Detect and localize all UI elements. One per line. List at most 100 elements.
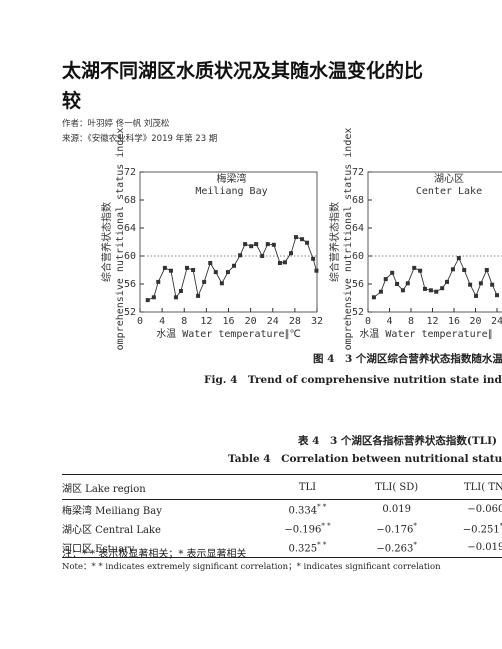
data-point	[478, 281, 483, 286]
cell-value: −0.263	[376, 543, 414, 555]
data-point	[293, 235, 298, 240]
data-point	[232, 263, 237, 268]
data-point	[208, 261, 213, 265]
data-point	[145, 298, 150, 303]
data-point	[277, 261, 282, 265]
header-cell: 湖区 Lake region	[62, 474, 262, 500]
data-point	[490, 282, 495, 287]
cell-value: 湖心区 Central Lake	[62, 525, 161, 536]
significance: * *	[317, 540, 327, 549]
data-point	[418, 268, 423, 273]
note-cn: 注：* * 表示极显著相关；* 表示显著相关	[62, 549, 247, 560]
y-tick-label: 72	[124, 167, 136, 178]
data-point	[371, 295, 376, 300]
data-point	[468, 282, 473, 287]
x-tick-label: 0	[137, 316, 143, 327]
x-axis-label: 水温 Water temperature∥℃	[156, 328, 301, 340]
x-tick-label: 8	[181, 316, 187, 327]
data-point	[219, 281, 224, 286]
y-axis-label-cn: 综合营养状态指数	[328, 202, 341, 282]
data-point	[260, 254, 265, 258]
data-point	[243, 242, 248, 247]
data-point	[173, 295, 178, 300]
data-point	[405, 281, 410, 286]
table-row: 湖心区 Central Lake −0.196* * −0.176* −0.251* …	[62, 519, 502, 538]
data-point	[162, 265, 167, 270]
significance: * *	[317, 502, 327, 511]
data-point	[238, 253, 243, 258]
x-tick-label: 12	[426, 316, 438, 327]
data-point	[440, 286, 445, 291]
significance: *	[413, 521, 417, 530]
data-point	[196, 293, 201, 298]
data-point	[462, 268, 467, 272]
y-tick-label: 72	[352, 167, 364, 178]
data-point	[151, 295, 156, 300]
data-point	[378, 289, 383, 294]
data-point	[225, 270, 230, 275]
data-point	[484, 268, 489, 272]
y-tick-label: 68	[352, 195, 364, 206]
x-axis-label: 水温 Water temperature∥	[359, 328, 492, 340]
table-cell: 湖心区 Central Lake	[62, 519, 261, 538]
table-cell: 0.325* *	[261, 538, 353, 558]
note-en: Note：* * indicates extremely significant…	[62, 562, 441, 572]
data-point	[178, 289, 183, 293]
x-tick-label: 20	[469, 316, 481, 327]
data-point	[456, 256, 461, 261]
data-point	[249, 244, 254, 249]
y-axis-label-en: Comprehensive nutritional status index	[115, 128, 126, 350]
authors: 作者：叶羽婷 佟一帆 刘茂松	[62, 119, 170, 129]
y-tick-label: 52	[124, 307, 136, 318]
cell-value: −0.251	[462, 524, 500, 536]
table-caption-en: Table 4 Correlation between nutritional …	[228, 453, 502, 465]
y-axis-label-en: Comprehensive nutritional status index	[343, 128, 354, 350]
data-point	[314, 268, 319, 273]
header-cell: TLI( TN)	[439, 474, 502, 500]
x-tick-label: 24	[491, 316, 502, 327]
data-point	[311, 256, 316, 261]
x-tick-label: 8	[408, 316, 414, 327]
x-tick-label: 20	[245, 316, 257, 327]
data-point	[390, 270, 395, 275]
cell-value: −0.176	[376, 524, 414, 536]
y-tick-label: 56	[352, 279, 364, 290]
x-tick-label: 16	[448, 316, 460, 327]
cell-value: 0.019	[382, 504, 411, 515]
table-row: 梅梁湾 Meiliang Bay 0.334* * 0.019 −0.060	[62, 500, 502, 520]
y-tick-label: 52	[352, 307, 364, 318]
x-tick-label: 28	[289, 316, 301, 327]
table-cell: −0.251* *	[440, 519, 502, 538]
y-tick-label: 68	[124, 195, 136, 206]
y-tick-label: 60	[124, 251, 136, 262]
table-cell: −0.263*	[354, 538, 440, 558]
data-point	[185, 265, 190, 270]
table-cell: 河口区 Estuary	[62, 538, 261, 558]
panel-subtitle: Center Lake	[416, 186, 482, 197]
source: 来源：《安徽农业科学》2019 年第 23 期	[62, 134, 218, 144]
cell-value: 0.334	[288, 505, 318, 517]
data-point	[450, 267, 455, 272]
series-line	[147, 236, 317, 301]
data-point	[495, 293, 499, 298]
x-tick-label: 0	[365, 316, 371, 327]
header-cell: TLI( SD)	[353, 474, 440, 500]
data-point	[202, 279, 207, 284]
data-point	[254, 242, 259, 247]
table-cell: −0.019	[440, 538, 502, 558]
figure-caption-cn: 图 4 3 个湖区综合营养状态指数随水温	[313, 353, 502, 365]
significance: * *	[321, 521, 331, 530]
data-point	[395, 282, 400, 286]
y-tick-label: 64	[124, 223, 136, 234]
table-caption-cn: 表 4 3 个湖区各指标营养状态指数(TLI)	[298, 435, 497, 447]
cell-value: −0.019	[467, 542, 502, 553]
data-point	[282, 260, 287, 265]
cell-value: −0.196	[284, 524, 322, 536]
data-point	[434, 289, 439, 294]
significance: *	[413, 540, 417, 549]
table-cell: 0.334* *	[261, 500, 353, 520]
data-point	[474, 293, 479, 298]
y-tick-label: 60	[352, 251, 364, 262]
